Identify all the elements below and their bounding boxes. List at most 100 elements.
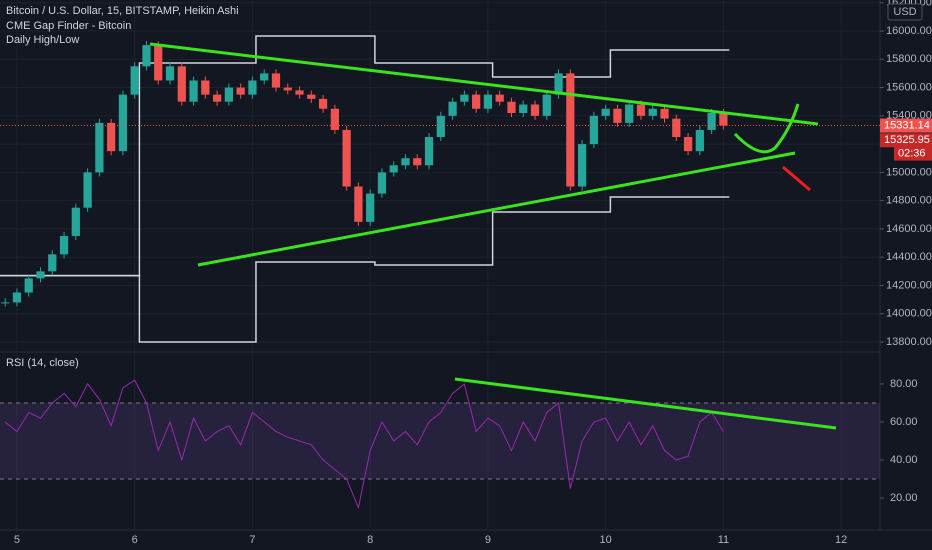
candle-body bbox=[636, 104, 646, 116]
x-tick-label: 11 bbox=[718, 534, 729, 546]
candle-body bbox=[330, 108, 339, 130]
rsi-line bbox=[4, 379, 724, 510]
currency-bg bbox=[887, 3, 923, 21]
candle-body bbox=[177, 66, 186, 102]
x-tick-label: 9 bbox=[485, 534, 491, 546]
x-tick-label: 6 bbox=[132, 534, 138, 546]
candle-body bbox=[236, 87, 245, 95]
candle-body bbox=[201, 80, 210, 95]
candle-body bbox=[59, 235, 69, 255]
y-tick-label: 14600.00 bbox=[886, 223, 932, 235]
price-label: 15325.95 bbox=[884, 134, 930, 146]
y-tick-label: 15800.00 bbox=[886, 53, 932, 65]
candle-body bbox=[460, 94, 469, 102]
candle-body bbox=[672, 118, 681, 138]
indicator-name: Daily High/Low bbox=[6, 34, 79, 46]
candle-body bbox=[107, 122, 116, 152]
currency: USD bbox=[893, 6, 916, 18]
candle-body bbox=[707, 112, 716, 130]
candle-body bbox=[483, 94, 493, 109]
candle-body bbox=[648, 108, 657, 116]
countdown: 02:36 bbox=[898, 147, 926, 159]
y-tick-label: 14000.00 bbox=[886, 308, 932, 320]
candle-body bbox=[413, 158, 422, 166]
candle-body bbox=[12, 292, 22, 303]
candle-body bbox=[472, 94, 481, 109]
step-line bbox=[0, 35, 730, 277]
candle-body bbox=[307, 94, 316, 99]
candle-body bbox=[354, 186, 363, 222]
projection-line bbox=[782, 165, 811, 192]
price-label: 15331.14 bbox=[884, 119, 930, 131]
y-tick-label: 40.00 bbox=[890, 454, 918, 466]
candle-body bbox=[189, 80, 198, 102]
y-tick-label: 15600.00 bbox=[886, 81, 932, 93]
chart-title: Bitcoin / U.S. Dollar, 15, BITSTAMP, Hei… bbox=[6, 5, 239, 17]
y-tick-label: 20.00 bbox=[890, 492, 918, 504]
drawings bbox=[149, 42, 837, 430]
countdown-bg bbox=[894, 146, 932, 161]
candle-body bbox=[48, 254, 57, 272]
y-tick-label: 14800.00 bbox=[886, 195, 932, 207]
candle-body bbox=[401, 158, 410, 166]
candle-body bbox=[260, 73, 269, 81]
x-tick-label: 5 bbox=[14, 534, 20, 546]
candle-body bbox=[283, 87, 292, 91]
candle-body bbox=[366, 193, 375, 222]
trendline bbox=[149, 42, 819, 126]
x-tick-label: 10 bbox=[600, 534, 612, 546]
labels: 5 6 7 8 9 10 11 12 13800.00 14000.00 14200.00 14400… bbox=[14, 0, 932, 546]
candle-body bbox=[495, 94, 504, 102]
y-tick-label: 60.00 bbox=[890, 416, 918, 428]
candle-body bbox=[448, 101, 457, 116]
candle-body bbox=[377, 172, 387, 194]
y-tick-label: 15000.00 bbox=[886, 166, 932, 178]
projection-curve bbox=[733, 103, 800, 154]
candle-body bbox=[660, 108, 669, 119]
candle-body bbox=[577, 144, 587, 187]
candle-body bbox=[389, 165, 398, 173]
candle-body bbox=[118, 94, 128, 152]
candle-body bbox=[719, 112, 728, 126]
grid bbox=[0, 0, 880, 530]
candle-body bbox=[165, 66, 175, 81]
x-tick-label: 12 bbox=[835, 534, 847, 546]
x-tick-label: 8 bbox=[367, 534, 373, 546]
candle-body bbox=[212, 94, 222, 102]
candle-body bbox=[83, 172, 92, 208]
candle-body bbox=[295, 90, 304, 95]
candle-body bbox=[130, 66, 139, 95]
candle-body bbox=[142, 45, 151, 67]
candle-body bbox=[530, 104, 540, 116]
candle-body bbox=[519, 104, 528, 113]
step-line bbox=[0, 196, 730, 343]
indicator-name: CME Gap Finder - Bitcoin bbox=[6, 20, 131, 32]
rsi-title: RSI (14, close) bbox=[6, 357, 79, 369]
candle-body bbox=[271, 73, 281, 88]
y-tick-label: 13800.00 bbox=[886, 336, 932, 348]
candle-body bbox=[625, 104, 634, 123]
candle-body bbox=[695, 129, 704, 152]
candle-body bbox=[224, 87, 234, 102]
candle-body bbox=[318, 98, 328, 109]
candle-body bbox=[424, 137, 434, 166]
y-tick-label: 14400.00 bbox=[886, 251, 932, 263]
candle-body bbox=[71, 207, 80, 236]
y-tick-label: 16000.00 bbox=[886, 25, 932, 37]
candle-body bbox=[248, 80, 257, 95]
candle-body bbox=[95, 122, 104, 173]
price-label-bg bbox=[880, 133, 932, 148]
y-tick-label: 14200.00 bbox=[886, 279, 932, 291]
rsi-trendline bbox=[454, 377, 837, 430]
candle-body bbox=[507, 101, 516, 113]
y-tick-label: 80.00 bbox=[890, 378, 918, 390]
marks bbox=[0, 35, 880, 510]
candle-body bbox=[683, 137, 693, 152]
candle-body bbox=[601, 108, 610, 116]
candle-body bbox=[436, 115, 445, 138]
candle-body bbox=[589, 115, 599, 145]
candle-body bbox=[24, 278, 33, 293]
